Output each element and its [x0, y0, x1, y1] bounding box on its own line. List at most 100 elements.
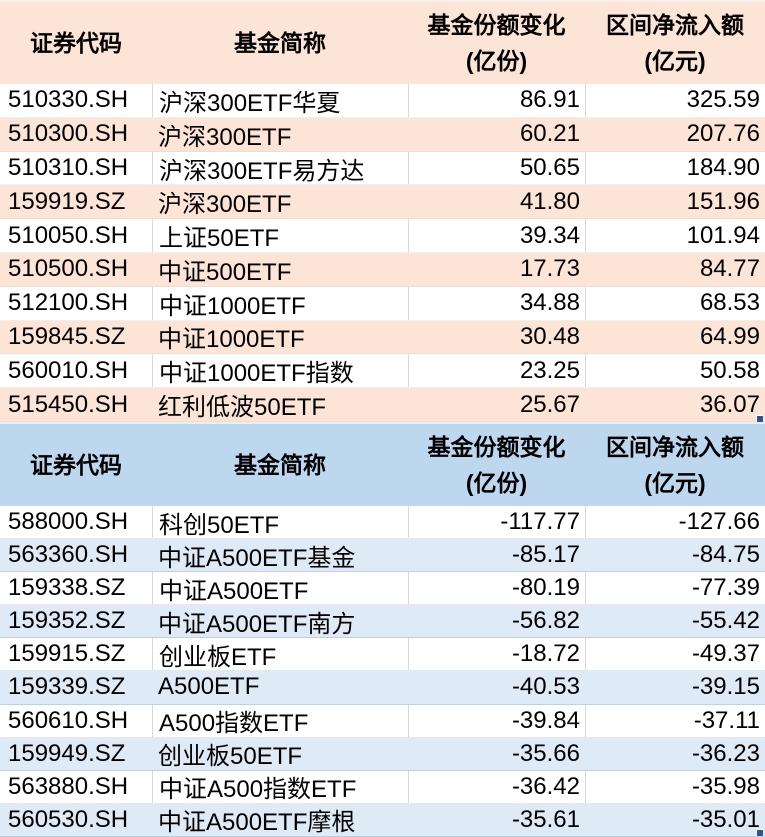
cell-name[interactable]: 中证1000ETF	[152, 286, 408, 320]
cell-share-change[interactable]: -117.77	[408, 505, 585, 539]
cell-net-inflow[interactable]: 207.76	[686, 120, 760, 148]
cell-net-inflow[interactable]: 84.77	[699, 255, 760, 283]
header-code[interactable]: 证券代码	[30, 30, 122, 56]
table-row: 563360.SH 中证A500ETF基金 -85.17 -84.75	[0, 539, 765, 573]
header-code[interactable]: 证券代码	[30, 451, 122, 478]
cell-name[interactable]: 中证A500ETF基金	[158, 544, 356, 572]
cell-code[interactable]: 563360.SH	[8, 541, 129, 569]
cell-name[interactable]: 中证A500ETF	[152, 572, 408, 605]
cell-name[interactable]: A500指数ETF	[152, 704, 408, 737]
header-share-change-line1: 基金份额变化	[427, 12, 566, 38]
cell-net-inflow[interactable]: 184.90	[585, 151, 765, 185]
outflow-header-row: 证券代码 基金简称 基金份额变化 (亿份) 区间净流入额 (亿元)	[0, 423, 765, 506]
header-share-change[interactable]: 基金份额变化 (亿份)	[408, 424, 585, 506]
cell-net-inflow[interactable]: 68.53	[585, 286, 765, 320]
cell-name[interactable]: 沪深300ETF	[158, 123, 292, 151]
header-name[interactable]: 基金简称	[234, 451, 326, 478]
fill-handle[interactable]	[756, 415, 763, 422]
inflow-header-row: 证券代码 基金简称 基金份额变化 (亿份) 区间净流入额 (亿元)	[0, 2, 765, 84]
cell-net-inflow[interactable]: -37.11	[585, 704, 765, 737]
cell-share-change[interactable]: -56.82	[511, 607, 580, 635]
cell-name[interactable]: 红利低波50ETF	[158, 394, 327, 421]
cell-code[interactable]: 510330.SH	[8, 86, 129, 114]
cell-name[interactable]: 中证1000ETF	[158, 326, 305, 354]
cell-name[interactable]: 沪深300ETF易方达	[152, 151, 408, 185]
cell-share-change[interactable]: 30.48	[519, 322, 580, 350]
cell-net-inflow[interactable]: -49.37	[585, 638, 765, 671]
cell-code[interactable]: 560010.SH	[8, 356, 129, 384]
cell-code[interactable]: 563880.SH	[8, 772, 129, 800]
cell-share-change[interactable]: 17.73	[519, 255, 580, 283]
cell-share-change[interactable]: -39.84	[408, 704, 585, 737]
cell-name[interactable]: 创业板ETF	[152, 638, 408, 671]
header-name[interactable]: 基金简称	[234, 30, 326, 56]
cell-code[interactable]: 159919.SZ	[8, 187, 126, 215]
cell-name[interactable]: 中证A500ETF摩根	[158, 809, 356, 836]
cell-name[interactable]: 沪深300ETF	[158, 191, 292, 219]
header-share-change-line1: 基金份额变化	[427, 433, 566, 460]
cell-name[interactable]: 中证1000ETF指数	[152, 354, 408, 388]
cell-net-inflow[interactable]: 36.07	[699, 390, 760, 418]
cell-net-inflow[interactable]: -39.15	[691, 673, 760, 701]
cell-share-change[interactable]: -18.72	[408, 638, 585, 671]
cell-code[interactable]: 560610.SH	[8, 706, 129, 734]
cell-share-change[interactable]: 23.25	[408, 354, 585, 388]
cell-share-change[interactable]: 50.65	[408, 151, 585, 185]
cell-net-inflow[interactable]: -36.23	[691, 739, 760, 767]
cell-code[interactable]: 510050.SH	[8, 221, 129, 249]
cell-net-inflow[interactable]: 64.99	[699, 322, 760, 350]
cell-code[interactable]: 510300.SH	[8, 120, 129, 148]
cell-net-inflow[interactable]: -35.01	[691, 805, 760, 833]
cell-share-change[interactable]: -85.17	[511, 541, 580, 569]
cell-net-inflow[interactable]: -77.39	[585, 572, 765, 605]
cell-name[interactable]: 中证500ETF	[158, 258, 292, 286]
cell-name[interactable]: 上证50ETF	[152, 219, 408, 252]
header-share-change[interactable]: 基金份额变化 (亿份)	[408, 2, 585, 84]
cell-name[interactable]: A500ETF	[158, 673, 260, 701]
cell-name[interactable]: 沪深300ETF华夏	[152, 84, 408, 117]
fill-handle[interactable]	[756, 829, 763, 836]
cell-share-change[interactable]: 41.80	[519, 187, 580, 215]
cell-name[interactable]: 创业板50ETF	[158, 743, 303, 770]
cell-share-change[interactable]: -36.42	[408, 770, 585, 803]
cell-code[interactable]: 515450.SH	[8, 390, 129, 418]
cell-code[interactable]: 159352.SZ	[8, 607, 126, 635]
header-net-inflow-line1: 区间净流入额	[606, 433, 744, 460]
cell-code[interactable]: 159339.SZ	[8, 673, 126, 701]
cell-share-change[interactable]: -35.61	[511, 805, 580, 833]
cell-name[interactable]: 中证A500指数ETF	[152, 770, 408, 803]
cell-code[interactable]: 159845.SZ	[8, 322, 126, 350]
cell-code[interactable]: 510310.SH	[8, 153, 129, 181]
cell-share-change[interactable]: 39.34	[408, 219, 585, 252]
header-net-inflow[interactable]: 区间净流入额 (亿元)	[585, 2, 765, 84]
inflow-rows: 510330.SH 沪深300ETF华夏 86.91 325.59 510300.SH 沪…	[0, 84, 765, 422]
cell-code[interactable]: 512100.SH	[8, 289, 129, 317]
cell-net-inflow[interactable]: -35.98	[585, 770, 765, 803]
cell-code[interactable]: 159915.SZ	[8, 640, 126, 668]
cell-name[interactable]: 科创50ETF	[152, 505, 408, 539]
cell-share-change[interactable]: -40.53	[511, 673, 580, 701]
cell-net-inflow[interactable]: 101.94	[585, 219, 765, 252]
cell-net-inflow[interactable]: 151.96	[686, 187, 760, 215]
cell-share-change[interactable]: 34.88	[408, 286, 585, 320]
cell-share-change[interactable]: 86.91	[408, 84, 585, 117]
header-net-inflow[interactable]: 区间净流入额 (亿元)	[585, 424, 765, 506]
cell-net-inflow[interactable]: -84.75	[691, 541, 760, 569]
cell-net-inflow[interactable]: -55.42	[691, 607, 760, 635]
cell-share-change[interactable]: 60.21	[519, 120, 580, 148]
cell-code[interactable]: 159338.SZ	[8, 574, 126, 602]
cell-net-inflow[interactable]: -127.66	[585, 505, 765, 539]
cell-name[interactable]: 中证A500ETF南方	[158, 610, 356, 638]
cell-share-change[interactable]: -35.66	[511, 739, 580, 767]
table-row: 159845.SZ 中证1000ETF 30.48 64.99	[0, 320, 765, 355]
cell-net-inflow[interactable]: 325.59	[585, 84, 765, 117]
cell-code[interactable]: 159949.SZ	[8, 739, 126, 767]
table-row: 560530.SH 中证A500ETF摩根 -35.61 -35.01	[0, 803, 765, 837]
cell-share-change[interactable]: 25.67	[519, 390, 580, 418]
cell-code[interactable]: 560530.SH	[8, 805, 129, 833]
header-net-inflow-line1: 区间净流入额	[606, 12, 744, 38]
cell-share-change[interactable]: -80.19	[408, 572, 585, 605]
cell-code[interactable]: 510500.SH	[8, 255, 129, 283]
cell-code[interactable]: 588000.SH	[8, 508, 129, 536]
cell-net-inflow[interactable]: 50.58	[585, 354, 765, 388]
